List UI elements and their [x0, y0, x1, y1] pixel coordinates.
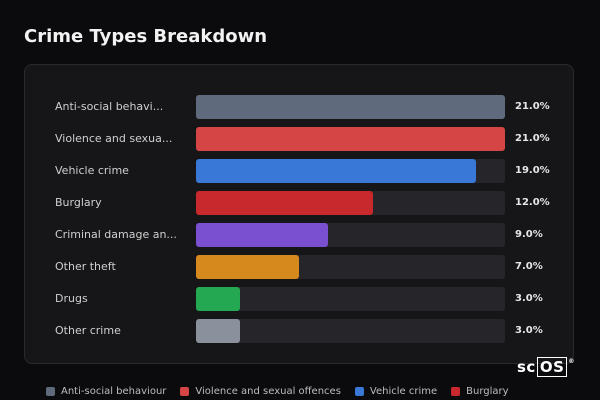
chart-title: Crime Types Breakdown [24, 26, 268, 47]
legend-swatch [451, 387, 461, 396]
legend-swatch [354, 387, 364, 396]
bar [196, 287, 240, 311]
legend-label: Burglary [466, 386, 509, 397]
bar-track [196, 223, 505, 247]
bar-row: Other theft 7.0% [25, 255, 573, 279]
bar-category-label: Criminal damage an... [55, 228, 177, 241]
chart-panel: Anti-social behavi... 21.0% Violence and s… [24, 64, 574, 364]
bar-category-label: Anti-social behavi... [55, 100, 164, 113]
legend-item: Burglary [451, 386, 509, 397]
bar-rows: Anti-social behavi... 21.0% Violence and s… [25, 65, 573, 363]
bar [196, 191, 373, 215]
chart-legend: Anti-social behaviour Violence and sexual… [46, 386, 509, 397]
bar-row: Vehicle crime 19.0% [25, 159, 573, 183]
bar-category-label: Burglary [55, 196, 102, 209]
bar-row: Violence and sexua... 21.0% [25, 127, 573, 151]
bar-category-label: Other theft [55, 260, 116, 273]
bar-category-label: Vehicle crime [55, 164, 129, 177]
bar [196, 319, 240, 343]
bar-value-label: 19.0% [515, 165, 550, 176]
bar-row: Drugs 3.0% [25, 287, 573, 311]
bar-value-label: 7.0% [515, 261, 543, 272]
bar-row: Criminal damage an... 9.0% [25, 223, 573, 247]
bar-value-label: 9.0% [515, 229, 543, 240]
bar [196, 127, 505, 151]
bar-category-label: Violence and sexua... [55, 132, 173, 145]
legend-label: Anti-social behaviour [61, 386, 167, 397]
bar-category-label: Other crime [55, 324, 121, 337]
legend-item: Violence and sexual offences [180, 386, 341, 397]
bar-track [196, 255, 505, 279]
bar [196, 159, 476, 183]
bar-row: Other crime 3.0% [25, 319, 573, 343]
bar-track [196, 287, 505, 311]
brand-logo: sc OS ® [517, 357, 575, 377]
legend-swatch [180, 387, 190, 396]
bar-value-label: 3.0% [515, 325, 543, 336]
legend-item: Anti-social behaviour [46, 386, 166, 397]
bar-value-label: 21.0% [515, 101, 550, 112]
legend-item: Vehicle crime [354, 386, 438, 397]
bar [196, 95, 505, 119]
legend-label: Vehicle crime [369, 386, 438, 397]
bar-row: Burglary 12.0% [25, 191, 573, 215]
bar-value-label: 12.0% [515, 197, 550, 208]
bar-value-label: 3.0% [515, 293, 543, 304]
bar-value-label: 21.0% [515, 133, 550, 144]
bar-track [196, 127, 505, 151]
bar [196, 255, 299, 279]
bar [196, 223, 328, 247]
legend-swatch [46, 387, 55, 396]
legend-label: Violence and sexual offences [195, 386, 341, 397]
bar-track [196, 159, 505, 183]
bar-track [196, 95, 505, 119]
bar-track [196, 319, 505, 343]
bar-row: Anti-social behavi... 21.0% [25, 95, 573, 119]
bar-category-label: Drugs [55, 292, 88, 305]
bar-track [196, 191, 505, 215]
